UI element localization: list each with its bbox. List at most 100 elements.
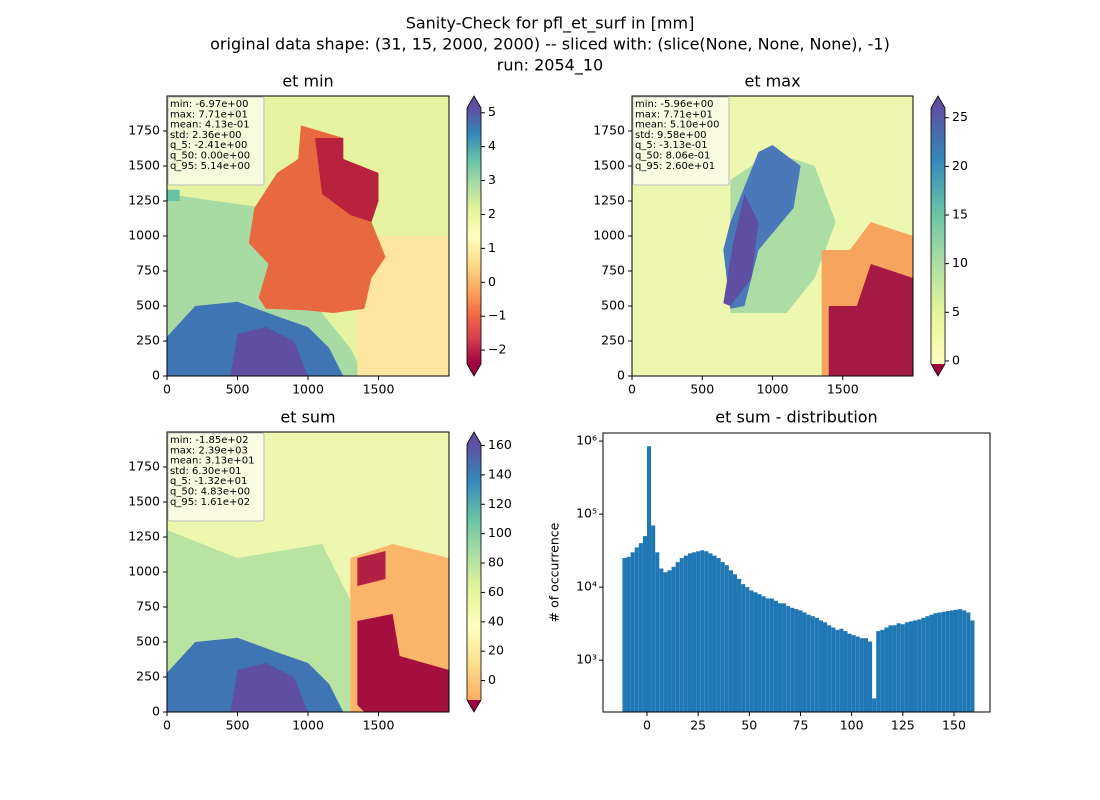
bar (708, 553, 713, 712)
colorbar-tick-label: 160 (488, 437, 512, 452)
x-tick-label: 1000 (292, 718, 324, 733)
stats-line: mean: 4.13e-01 (170, 120, 250, 131)
stats-line: max: 7.71e+01 (170, 109, 248, 120)
y-tick-label: 10⁵ (576, 506, 597, 521)
bar (737, 578, 742, 712)
y-tick-label: 1500 (593, 158, 625, 173)
bar (761, 596, 766, 712)
stats-line: max: 2.39e+03 (170, 445, 248, 456)
bar (831, 627, 836, 712)
y-tick-label: 1750 (128, 459, 160, 474)
colorbar-tick-label: 10 (952, 255, 968, 270)
y-tick-label: 1000 (128, 564, 160, 579)
bar (941, 611, 946, 712)
bar (642, 536, 648, 712)
bar (728, 570, 733, 712)
figure-subtitle: original data shape: (31, 15, 2000, 2000… (210, 35, 890, 54)
y-tick-label: 500 (601, 298, 625, 313)
y-tick-label: 250 (136, 669, 160, 684)
bar (802, 612, 807, 712)
bar (823, 622, 828, 712)
image-region (230, 327, 308, 376)
y-tick-label: 1500 (128, 494, 160, 509)
bar (814, 617, 819, 712)
stats-line: q_5: -1.32e+01 (170, 476, 247, 487)
bar (753, 592, 758, 712)
bar (749, 590, 754, 712)
bar (872, 698, 877, 712)
bar (929, 614, 934, 712)
bar (958, 609, 963, 712)
bar (937, 612, 942, 712)
y-tick-label: 1750 (128, 123, 160, 138)
axes-title: et min (282, 72, 333, 91)
bar (921, 617, 926, 712)
colorbar-tick-label: 15 (952, 207, 968, 222)
y-tick-label: 0 (152, 704, 160, 719)
stats-line: q_95: 5.14e+00 (170, 161, 250, 172)
y-tick-label: 1250 (128, 193, 160, 208)
x-tick-label: 75 (793, 718, 809, 733)
y-tick-label: 500 (136, 634, 160, 649)
y-tick-label: 250 (136, 333, 160, 348)
y-tick-label: 750 (136, 599, 160, 614)
bar (732, 574, 738, 712)
bar (716, 558, 721, 712)
bar (696, 551, 701, 712)
colorbar-tick-label: 20 (488, 643, 504, 658)
y-tick-label: 1500 (128, 158, 160, 173)
stats-line: std: 6.30e+01 (170, 466, 242, 477)
x-tick-label: 1500 (363, 718, 395, 733)
y-tick-label: 1250 (128, 529, 160, 544)
stats-line: mean: 5.10e+00 (635, 120, 719, 131)
y-tick-label: 250 (601, 333, 625, 348)
colorbar-tick-label: 40 (488, 613, 504, 628)
bar (913, 620, 918, 712)
image-region (828, 264, 913, 376)
bar (777, 603, 783, 712)
x-tick-label: 0 (163, 382, 171, 397)
bar (794, 609, 799, 712)
colorbar-tick-label: 0 (952, 352, 960, 367)
bar (675, 562, 680, 712)
colorbar-tick-label: 60 (488, 584, 504, 599)
colorbar-over (467, 432, 481, 444)
image-region (723, 194, 759, 306)
y-tick-label: 10⁶ (576, 433, 597, 448)
axes-title: et sum - distribution (715, 408, 877, 427)
x-tick-label: 0 (643, 718, 651, 733)
bar (855, 636, 860, 712)
colorbar-outline (466, 431, 482, 713)
bar (741, 584, 746, 712)
colorbar (467, 108, 481, 364)
bar (945, 611, 950, 712)
colorbar-tick-label: 80 (488, 555, 504, 570)
stats-line: q_95: 1.61e+02 (170, 497, 250, 508)
colorbar-tick-label: −2 (488, 342, 506, 357)
x-tick-label: 150 (942, 718, 966, 733)
stats-line: mean: 3.13e+01 (170, 456, 254, 467)
image-region (357, 236, 449, 376)
bar (818, 620, 824, 712)
colorbar-over (931, 96, 945, 108)
bar (667, 570, 672, 712)
stats-line: min: -6.97e+00 (170, 99, 249, 110)
x-tick-label: 500 (690, 382, 714, 397)
bar (663, 572, 668, 712)
x-tick-label: 25 (690, 718, 706, 733)
bar (700, 550, 705, 712)
bar (647, 446, 652, 712)
x-tick-label: 1000 (757, 382, 789, 397)
bar (634, 547, 639, 712)
colorbar-outline (930, 95, 946, 377)
stats-line: q_5: -2.41e+00 (170, 140, 247, 151)
bar (904, 622, 909, 712)
colorbar-tick-label: 0 (488, 274, 496, 289)
colorbar-tick-label: 100 (488, 525, 512, 540)
y-tick-label: 1250 (593, 193, 625, 208)
colorbar-tick-label: 4 (488, 138, 496, 153)
bar (917, 619, 922, 712)
stats-line: q_50: 8.06e-01 (635, 151, 710, 162)
bar (835, 629, 840, 712)
